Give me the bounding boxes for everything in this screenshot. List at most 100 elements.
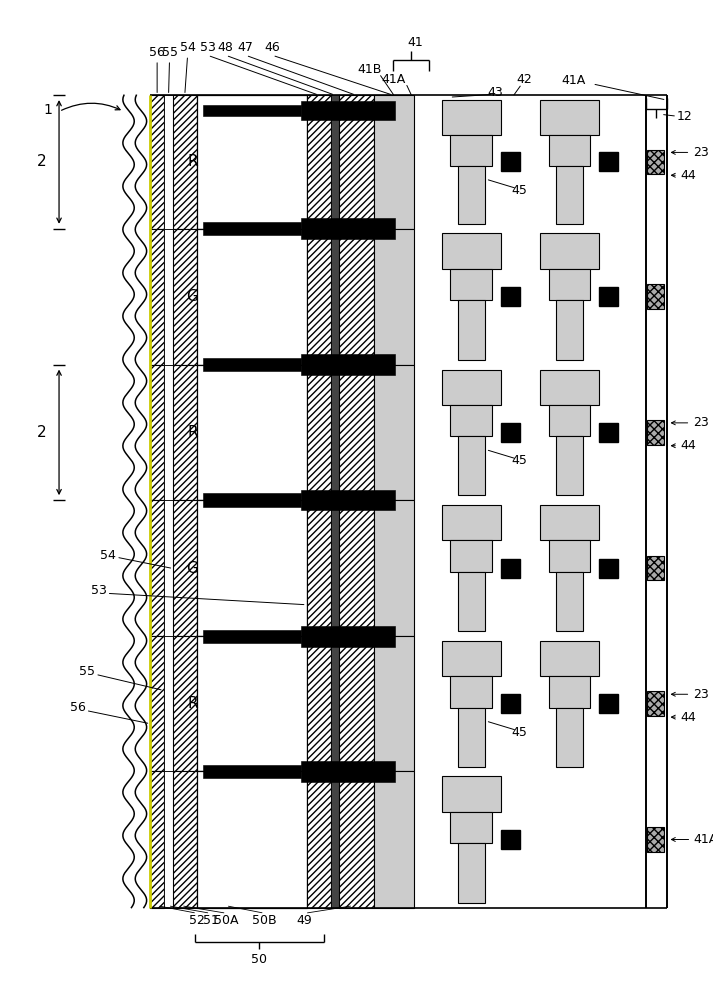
Bar — [164, 229, 173, 365]
Bar — [301, 490, 395, 510]
Bar — [647, 556, 664, 580]
Bar — [150, 500, 164, 636]
Text: 48: 48 — [217, 41, 234, 54]
Text: 54: 54 — [101, 549, 116, 562]
Text: 41A: 41A — [381, 73, 406, 86]
Bar — [374, 636, 414, 771]
Text: G: G — [186, 289, 198, 304]
Bar — [548, 405, 590, 436]
Bar — [374, 365, 414, 500]
Bar — [164, 771, 173, 908]
Bar — [548, 135, 590, 166]
Text: R: R — [187, 696, 198, 711]
Bar — [150, 229, 164, 365]
Bar — [501, 694, 520, 713]
Text: 23: 23 — [693, 688, 709, 701]
Bar — [442, 641, 501, 676]
Bar — [451, 676, 493, 708]
Bar — [548, 676, 590, 708]
Text: 43: 43 — [487, 86, 503, 99]
Text: 1: 1 — [43, 103, 52, 117]
Bar — [458, 166, 485, 224]
Bar — [374, 95, 414, 229]
Bar — [339, 95, 374, 229]
Bar — [374, 771, 414, 908]
Bar — [307, 365, 332, 500]
Bar — [301, 218, 395, 239]
Bar — [173, 229, 197, 365]
Bar — [458, 708, 485, 767]
Text: 46: 46 — [265, 41, 280, 54]
Bar — [202, 765, 301, 778]
Bar — [339, 365, 374, 500]
Bar — [451, 135, 493, 166]
Text: 41: 41 — [408, 36, 424, 49]
Bar — [599, 287, 618, 306]
Bar — [307, 229, 332, 365]
Bar — [202, 493, 301, 507]
Text: 56: 56 — [149, 46, 165, 59]
Bar — [647, 420, 664, 445]
Text: 44: 44 — [680, 711, 696, 724]
Bar — [332, 95, 339, 229]
Text: 55: 55 — [162, 46, 178, 59]
Text: 44: 44 — [680, 169, 696, 182]
Bar — [647, 691, 664, 716]
Bar — [647, 150, 664, 174]
Bar — [332, 229, 339, 365]
Bar — [556, 166, 583, 224]
Bar — [548, 540, 590, 572]
Bar — [202, 222, 301, 235]
Bar — [442, 100, 501, 135]
Bar — [458, 843, 485, 903]
Bar — [374, 229, 414, 365]
Bar — [647, 827, 664, 852]
Bar — [307, 636, 332, 771]
Text: 45: 45 — [511, 726, 527, 739]
Bar — [164, 365, 173, 500]
Bar — [451, 405, 493, 436]
Text: 50B: 50B — [252, 914, 277, 927]
Bar — [501, 830, 520, 849]
Text: 53: 53 — [200, 41, 215, 54]
Bar — [442, 776, 501, 812]
Bar — [301, 761, 395, 782]
Bar — [451, 540, 493, 572]
Bar — [150, 95, 164, 229]
Bar — [173, 365, 197, 500]
Bar — [164, 95, 173, 229]
Text: 50: 50 — [252, 953, 267, 966]
Text: 51: 51 — [202, 914, 218, 927]
Bar — [164, 500, 173, 636]
Text: R: R — [187, 425, 198, 440]
Text: 41B: 41B — [357, 63, 381, 76]
Bar — [202, 105, 301, 116]
Text: 41A: 41A — [561, 74, 585, 87]
Text: 2: 2 — [37, 154, 47, 169]
Text: 42: 42 — [516, 73, 532, 86]
Bar — [540, 233, 599, 269]
Bar — [197, 95, 307, 229]
Bar — [647, 284, 664, 309]
Bar — [451, 812, 493, 843]
Bar — [202, 358, 301, 371]
Bar — [164, 636, 173, 771]
Bar — [599, 559, 618, 578]
Bar — [458, 300, 485, 360]
Text: 54: 54 — [180, 41, 195, 54]
Bar — [339, 229, 374, 365]
Text: 23: 23 — [693, 416, 709, 429]
Bar — [458, 572, 485, 631]
Bar — [442, 233, 501, 269]
Bar — [332, 365, 339, 500]
Bar — [202, 630, 301, 643]
Bar — [599, 152, 618, 171]
Text: 55: 55 — [79, 665, 96, 678]
Bar — [150, 771, 164, 908]
Bar — [451, 269, 493, 300]
Bar — [301, 354, 395, 375]
Bar — [540, 370, 599, 405]
Bar — [150, 365, 164, 500]
Bar — [173, 636, 197, 771]
Bar — [556, 572, 583, 631]
